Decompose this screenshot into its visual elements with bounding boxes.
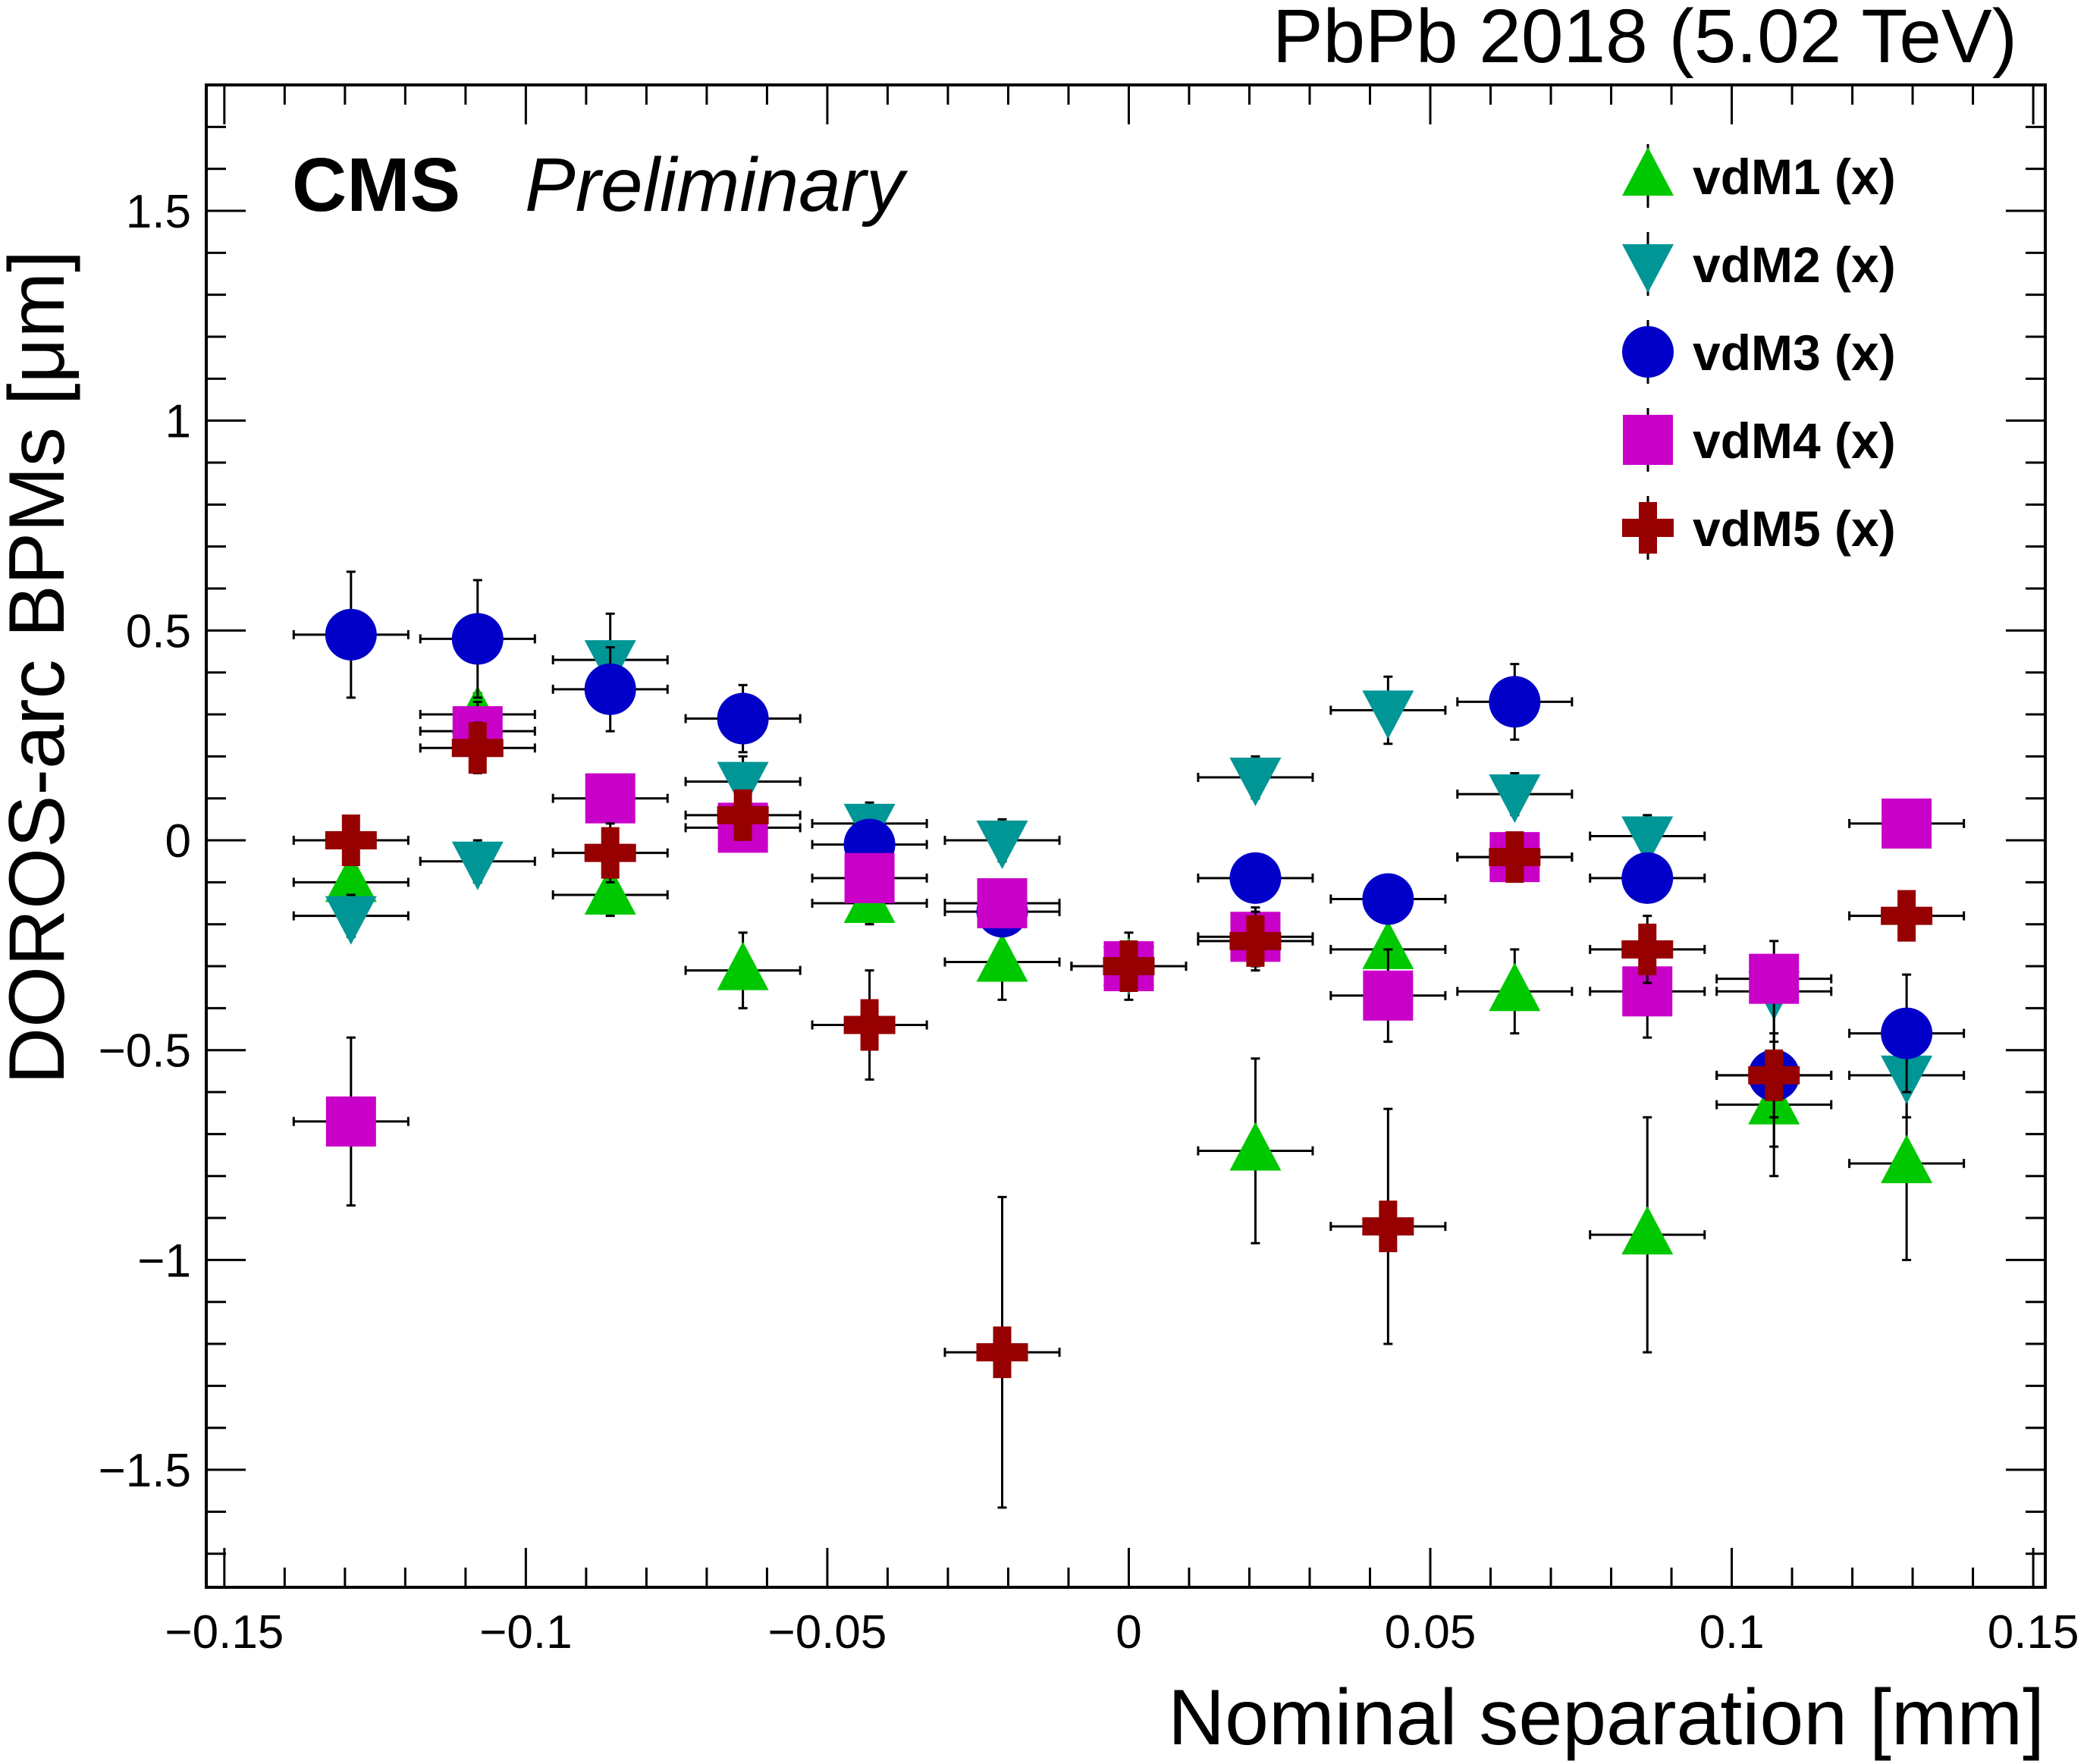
data-point — [717, 692, 769, 745]
series-3 — [292, 570, 1966, 1178]
data-point — [1621, 1206, 1674, 1255]
legend-item: vdM5 (x) — [1622, 496, 1896, 560]
legend-marker — [1622, 326, 1674, 378]
x-axis-title: Nominal separation [mm] — [1168, 1674, 2045, 1762]
data-point — [976, 1326, 1028, 1379]
data-point — [584, 663, 636, 715]
y-tick-label: −1 — [137, 1235, 191, 1287]
header-energy-label: PbPb 2018 (5.02 TeV) — [1273, 0, 2017, 79]
data-point — [1362, 1201, 1414, 1253]
x-tick-label: 0.05 — [1385, 1606, 1477, 1659]
data-point — [977, 878, 1028, 929]
data-point — [325, 853, 377, 902]
data-point — [325, 896, 377, 945]
data-point — [325, 608, 377, 661]
data-point — [844, 852, 895, 903]
data-point — [1362, 690, 1414, 739]
data-point — [717, 789, 769, 841]
data-point — [1362, 920, 1414, 969]
data-point — [1621, 923, 1674, 975]
plot-axes — [205, 83, 2047, 1589]
data-point — [1881, 798, 1932, 849]
data-point — [1489, 774, 1541, 824]
data-point — [717, 941, 769, 990]
data-point — [325, 815, 377, 867]
legend-label: vdM1 (x) — [1693, 149, 1896, 205]
x-axis-ticks: −0.15 −0.1 −0.05 0 0.05 0.1 0.15 — [165, 85, 2079, 1659]
x-tick-label: −0.1 — [479, 1606, 572, 1659]
data-point — [451, 841, 504, 890]
data-point — [1229, 915, 1282, 967]
series-5 — [292, 721, 1966, 1509]
legend-marker — [1622, 147, 1674, 196]
legend-item: vdM3 (x) — [1622, 320, 1896, 384]
data-point — [584, 827, 636, 879]
data-point — [1229, 758, 1282, 807]
legend-item: vdM2 (x) — [1622, 232, 1896, 296]
x-tick-label: 0.15 — [1988, 1606, 2079, 1659]
data-point — [1881, 1007, 1933, 1059]
data-series — [292, 570, 1966, 1509]
data-point — [1749, 953, 1800, 1004]
data-point — [1489, 831, 1541, 884]
y-tick-label: 0.5 — [126, 605, 191, 658]
cms-label: CMS — [292, 143, 460, 228]
data-point — [976, 933, 1028, 982]
legend-marker — [1622, 244, 1674, 293]
legend-item: vdM1 (x) — [1622, 144, 1896, 208]
legend-label: vdM2 (x) — [1693, 237, 1896, 293]
y-tick-label: 1 — [165, 396, 191, 448]
y-tick-label: −0.5 — [99, 1025, 191, 1078]
data-point — [843, 999, 896, 1051]
data-point — [1489, 962, 1541, 1012]
x-tick-label: −0.15 — [165, 1606, 284, 1659]
legend-marker — [1622, 502, 1674, 554]
data-point — [1881, 1135, 1933, 1184]
series-1 — [292, 686, 1966, 1354]
plot-frame — [205, 83, 2047, 1589]
legend-item: vdM4 (x) — [1623, 408, 1896, 472]
data-point — [1103, 940, 1155, 993]
data-point — [1489, 676, 1541, 728]
data-point — [1748, 1049, 1800, 1101]
data-point — [1229, 852, 1282, 904]
data-point — [451, 613, 504, 665]
data-point — [585, 773, 636, 824]
series-2 — [292, 612, 1966, 1119]
y-axis-ticks: −1.5 −1 −0.5 0 0.5 1 1.5 — [99, 125, 2045, 1555]
data-point — [325, 1096, 376, 1147]
data-point — [584, 865, 636, 915]
legend: vdM1 (x) vdM2 (x) vdM3 (x) vdM4 (x) vdM5 (x) — [1622, 144, 1896, 560]
data-point — [976, 821, 1028, 870]
y-tick-label: −1.5 — [99, 1445, 191, 1497]
data-point — [1881, 890, 1933, 942]
data-point — [717, 761, 769, 811]
data-point — [1229, 1122, 1282, 1171]
legend-label: vdM4 (x) — [1693, 413, 1896, 469]
x-tick-label: 0.1 — [1699, 1606, 1764, 1659]
y-tick-label: 1.5 — [126, 186, 191, 238]
preliminary-label: Preliminary — [525, 143, 909, 228]
x-tick-label: −0.05 — [767, 1606, 887, 1659]
legend-label: vdM5 (x) — [1693, 501, 1896, 557]
data-point — [1621, 816, 1674, 865]
x-tick-label: 0 — [1116, 1606, 1141, 1659]
y-axis-title: DOROS-arc BPMs [μm] — [0, 250, 81, 1084]
y-tick-label: 0 — [165, 815, 191, 868]
legend-marker — [1623, 415, 1673, 465]
data-point — [451, 722, 504, 774]
data-point — [1363, 970, 1414, 1021]
data-point — [1621, 852, 1674, 904]
legend-label: vdM3 (x) — [1693, 325, 1896, 381]
data-point — [1362, 873, 1414, 925]
